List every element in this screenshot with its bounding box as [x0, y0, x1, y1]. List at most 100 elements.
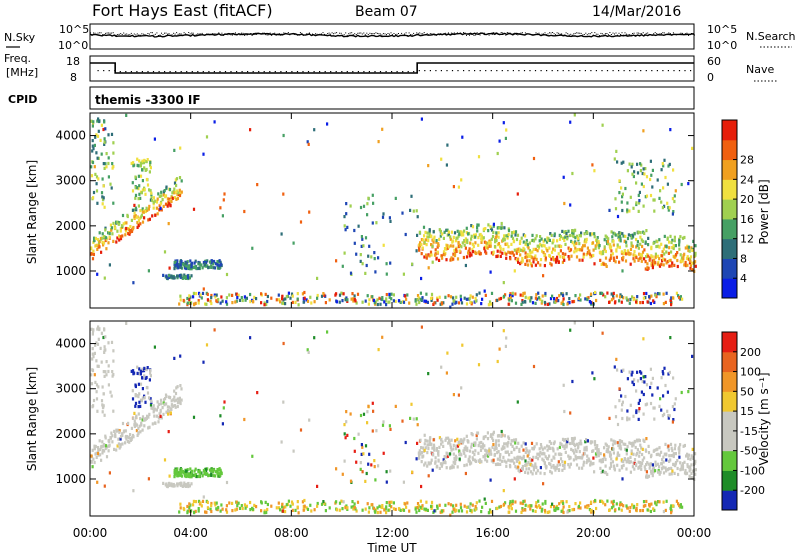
- rti-cell: [657, 452, 660, 456]
- rti-cell: [265, 302, 268, 307]
- rti-cell: [662, 263, 665, 267]
- rti-cell: [613, 258, 616, 262]
- rti-cell: [524, 251, 527, 255]
- rti-cell: [524, 300, 527, 304]
- rti-cell: [134, 401, 138, 405]
- rti-cell: [599, 258, 602, 262]
- rti-cell: [397, 507, 401, 511]
- rti-cell: [571, 241, 574, 245]
- rti-cell: [103, 345, 106, 349]
- rti-cell: [649, 401, 653, 406]
- rti-cell: [223, 192, 226, 196]
- rti-cell: [645, 463, 648, 467]
- rti-cell: [163, 458, 167, 462]
- rti-cell: [180, 467, 183, 472]
- rti-cell: [617, 233, 620, 237]
- rti-cell: [567, 246, 570, 250]
- rti-cell: [504, 136, 507, 140]
- rti-cell: [519, 239, 522, 243]
- rti-cell: [104, 228, 107, 232]
- rti-cell: [316, 293, 319, 298]
- colorbar-tick-label: -15: [740, 425, 758, 438]
- rti-cell: [188, 509, 191, 513]
- rti-cell: [146, 391, 150, 395]
- rti-cell: [646, 508, 649, 512]
- rti-cell: [689, 457, 692, 461]
- rti-cell: [176, 385, 179, 389]
- rti-cell: [204, 510, 207, 514]
- rti-cell: [382, 243, 385, 247]
- rti-cell: [670, 303, 673, 307]
- rti-cell: [511, 294, 514, 298]
- rti-cell: [133, 419, 136, 423]
- rti-cell: [477, 155, 481, 159]
- rti-cell: [443, 253, 446, 257]
- rti-cell: [557, 252, 560, 256]
- rti-cell: [102, 243, 105, 247]
- rti-cell: [498, 454, 502, 458]
- rti-cell: [578, 442, 581, 446]
- rti-cell: [161, 406, 164, 410]
- rti-cell: [338, 501, 342, 505]
- rti-cell: [502, 247, 505, 251]
- rti-cell: [568, 233, 571, 238]
- rti-cell: [638, 454, 641, 458]
- rti-cell: [655, 503, 658, 507]
- rti-cell: [673, 255, 676, 259]
- rti-cell: [534, 247, 537, 251]
- rti-cell: [179, 502, 182, 506]
- rti-cell: [453, 456, 456, 460]
- rti-cell: [522, 240, 525, 244]
- rti-cell: [520, 444, 523, 448]
- rti-cell: [661, 370, 664, 374]
- rti-cell: [635, 300, 638, 304]
- rti-cell: [571, 508, 574, 512]
- rti-cell: [631, 443, 634, 447]
- rti-cell: [511, 444, 514, 448]
- rti-cell: [568, 297, 571, 301]
- rti-cell: [134, 196, 137, 200]
- rti-cell: [446, 351, 449, 355]
- rti-cell: [683, 235, 686, 240]
- rti-cell: [121, 421, 125, 426]
- rti-cell: [270, 296, 273, 300]
- rti-cell: [495, 439, 498, 443]
- rti-cell: [94, 343, 97, 347]
- rti-cell: [488, 508, 492, 512]
- rti-cell: [549, 469, 552, 474]
- rti-cell: [107, 231, 110, 235]
- rti-cell: [241, 506, 244, 511]
- rti-cell: [540, 509, 543, 513]
- rti-cell: [672, 244, 675, 248]
- rti-cell: [377, 256, 380, 260]
- rti-cell: [585, 461, 588, 465]
- rti-cell: [132, 208, 135, 212]
- rti-cell: [103, 348, 106, 352]
- rti-cell: [539, 258, 543, 262]
- rti-cell: [660, 462, 663, 466]
- rti-cell: [506, 236, 509, 240]
- rti-cell: [426, 508, 429, 512]
- rti-cell: [385, 511, 388, 515]
- rti-cell: [310, 301, 313, 305]
- rti-cell: [102, 162, 105, 166]
- rti-cell: [316, 501, 319, 506]
- rti-cell: [593, 262, 596, 266]
- rti-cell: [672, 210, 675, 214]
- rti-cell: [326, 122, 329, 126]
- rti-cell: [638, 450, 641, 454]
- rti-cell: [471, 295, 474, 299]
- rti-cell: [556, 258, 559, 262]
- rti-cell: [570, 254, 573, 258]
- rti-cell: [676, 264, 679, 269]
- rti-cell: [571, 441, 574, 445]
- rti-cell: [173, 267, 176, 271]
- rti-cell: [94, 444, 97, 449]
- rti-cell: [485, 244, 488, 248]
- rti-cell: [683, 460, 686, 464]
- rti-cell: [460, 386, 463, 390]
- rti-cell: [105, 360, 108, 364]
- rti-cell: [528, 254, 531, 258]
- rti-cell: [140, 421, 143, 425]
- rti-cell: [451, 510, 454, 514]
